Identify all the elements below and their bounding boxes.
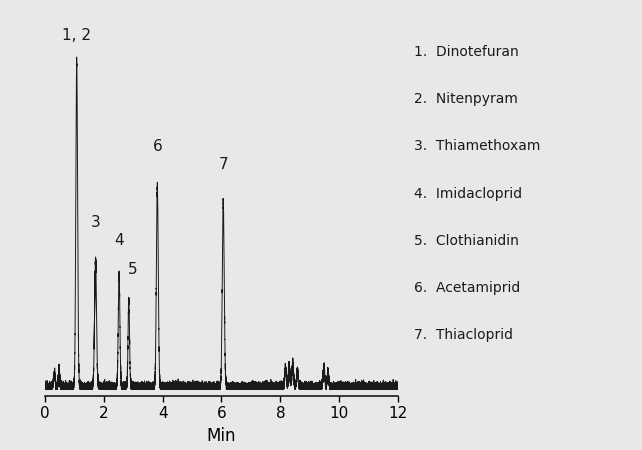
Text: 2.  Nitenpyram: 2. Nitenpyram: [414, 92, 518, 106]
Text: 6.  Acetamiprid: 6. Acetamiprid: [414, 281, 520, 295]
Text: 1.  Dinotefuran: 1. Dinotefuran: [414, 45, 519, 59]
Text: 7: 7: [218, 157, 228, 172]
Text: 6: 6: [152, 139, 162, 154]
X-axis label: Min: Min: [207, 427, 236, 445]
Text: 3: 3: [91, 215, 100, 230]
Text: 4.  Imidacloprid: 4. Imidacloprid: [414, 187, 522, 201]
Text: 3.  Thiamethoxam: 3. Thiamethoxam: [414, 140, 541, 153]
Text: 1, 2: 1, 2: [62, 28, 91, 43]
Text: 7.  Thiacloprid: 7. Thiacloprid: [414, 328, 513, 342]
Text: 4: 4: [114, 233, 124, 248]
Text: 5.  Clothianidin: 5. Clothianidin: [414, 234, 519, 248]
Text: 5: 5: [128, 262, 137, 277]
